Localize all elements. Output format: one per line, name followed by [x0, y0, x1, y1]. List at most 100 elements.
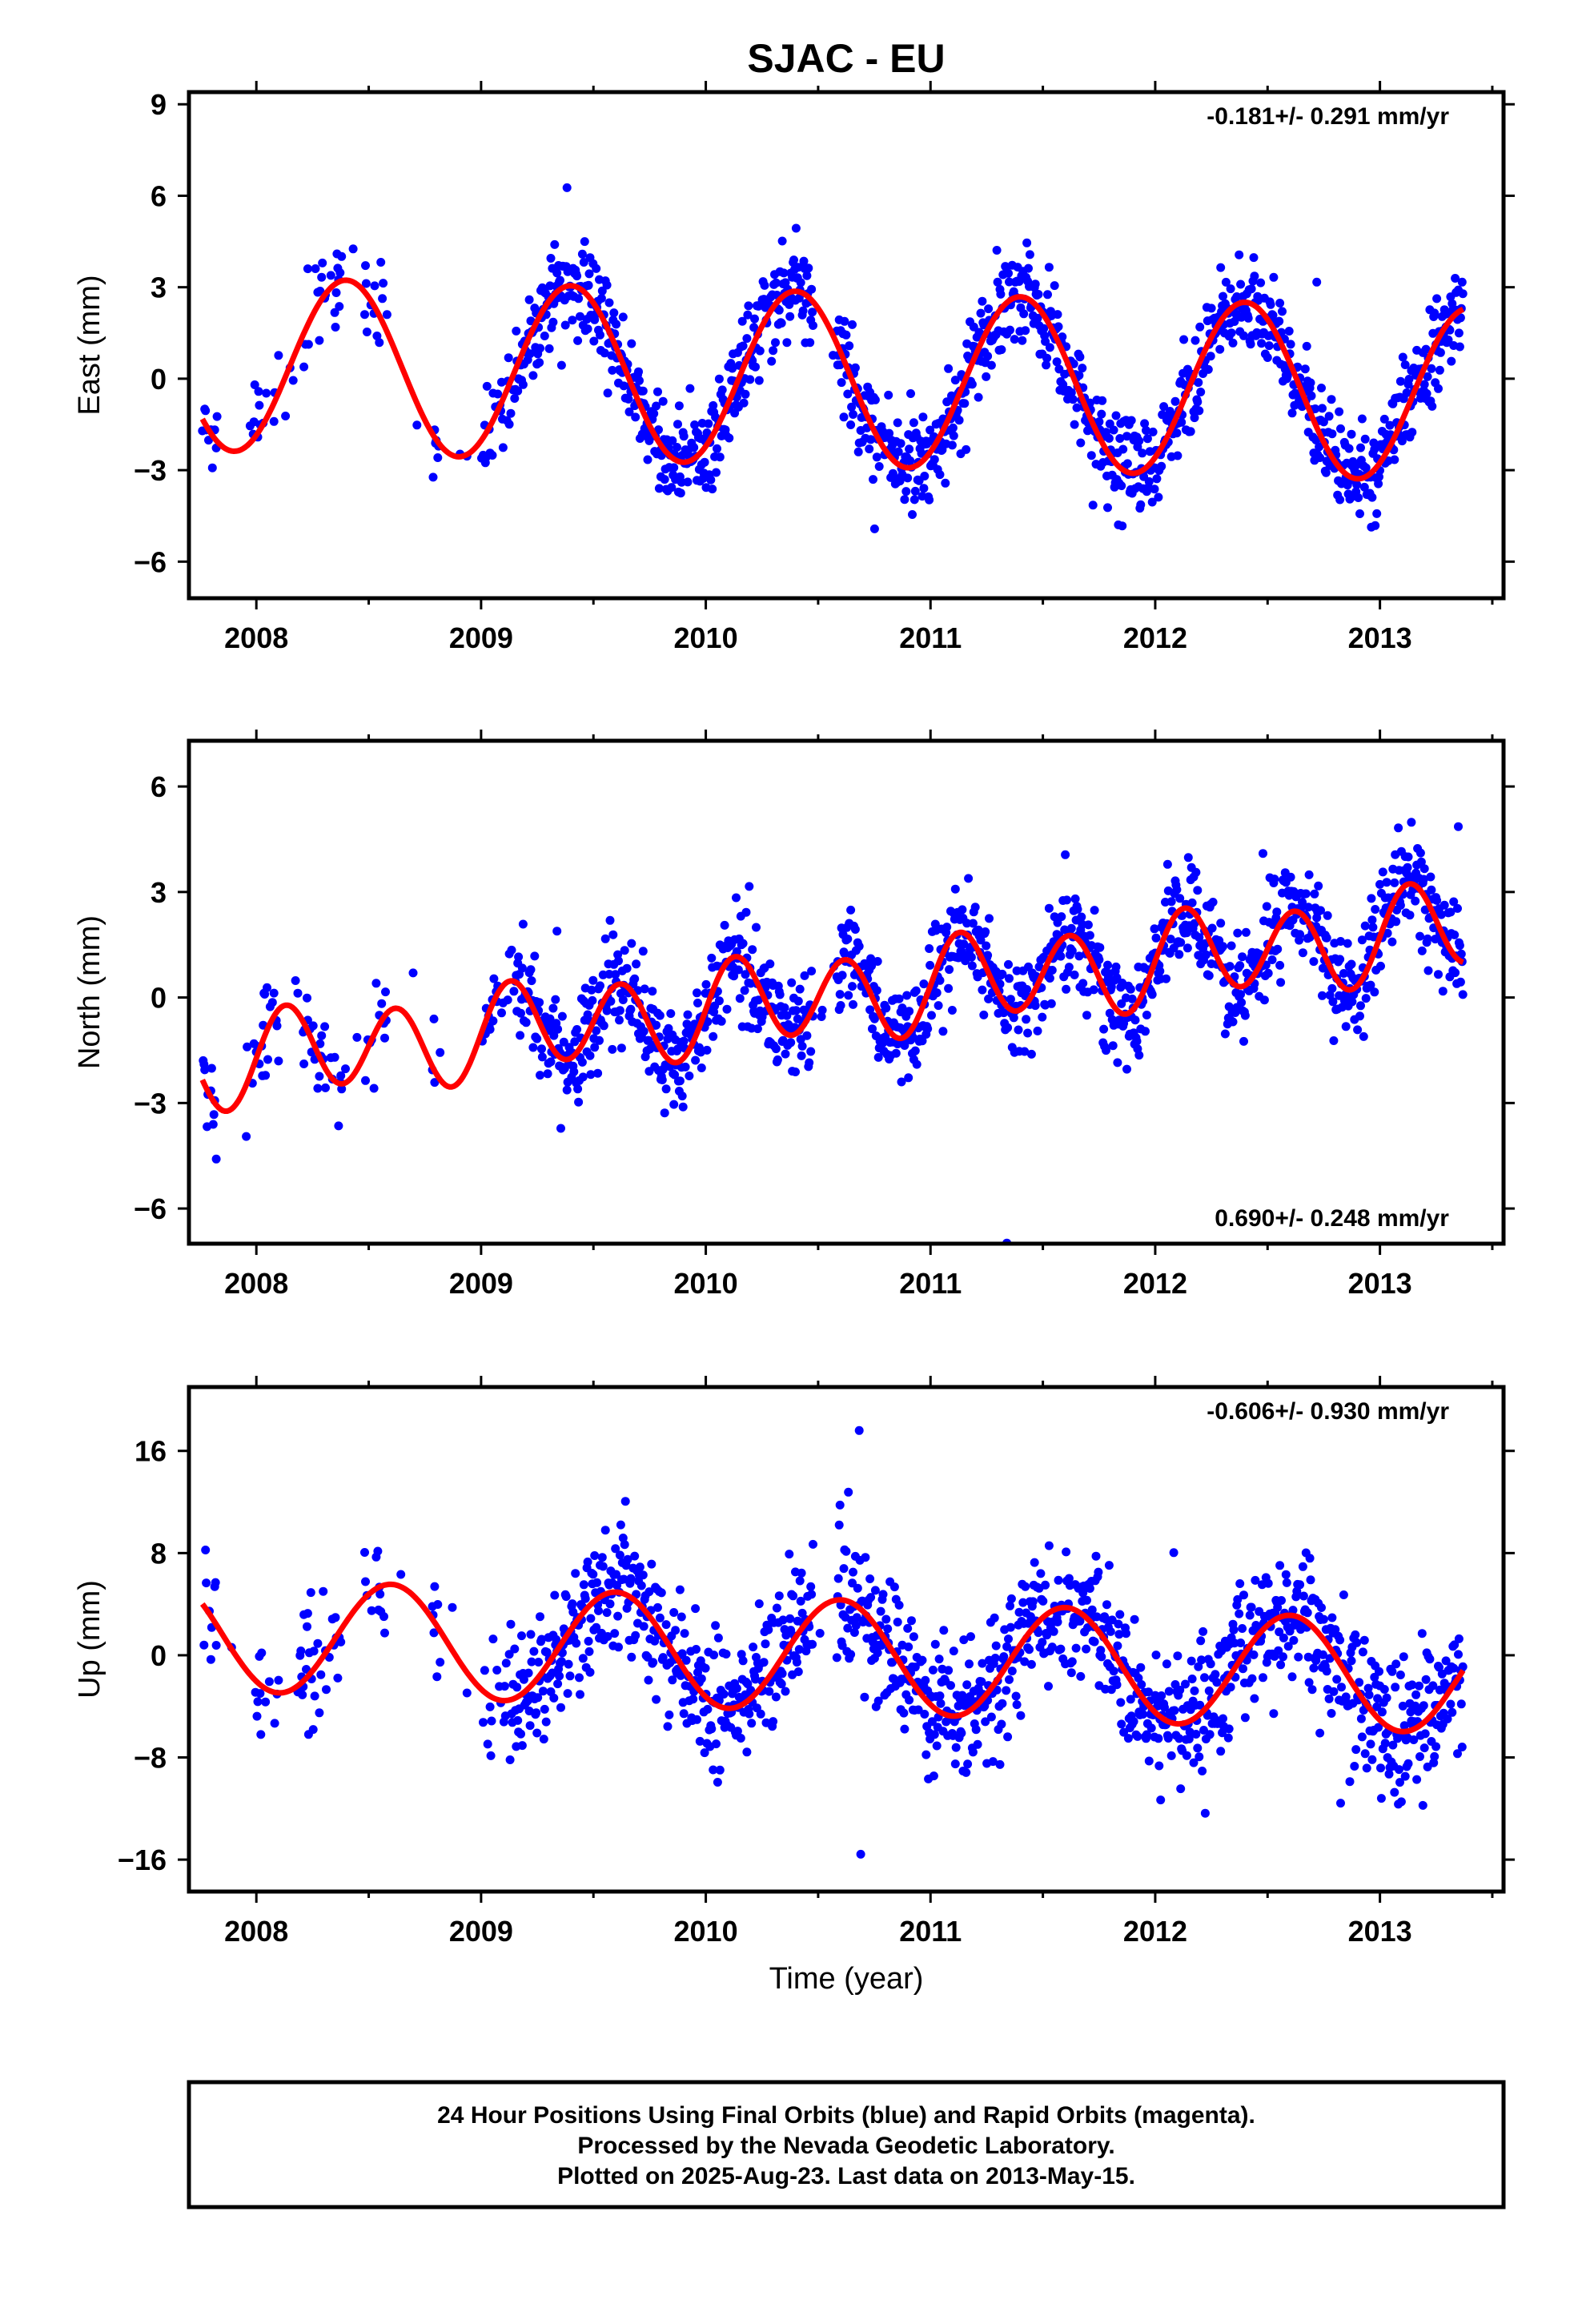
data-point	[834, 1520, 844, 1530]
data-point	[675, 1076, 685, 1086]
data-point	[1148, 427, 1158, 436]
data-point	[1277, 1596, 1286, 1605]
data-point	[572, 271, 582, 281]
data-point	[685, 384, 695, 393]
data-point	[647, 1559, 656, 1569]
data-point	[1307, 391, 1316, 400]
data-point	[580, 237, 589, 247]
data-point	[1417, 1629, 1427, 1638]
data-point	[649, 409, 659, 418]
data-point	[693, 988, 701, 998]
data-point	[1359, 1031, 1368, 1041]
up-panel: 2008 2009 2010 2011 2012 2013 −16 −8 0 8 16 Up (mm)…	[73, 1376, 1515, 1948]
data-point	[1151, 933, 1161, 943]
data-point	[255, 1689, 265, 1699]
data-point	[335, 302, 344, 312]
x-tick-label-2012: 2012	[1123, 1267, 1187, 1300]
data-point	[740, 986, 749, 995]
data-point	[596, 330, 604, 340]
data-point	[1006, 1622, 1015, 1632]
data-point	[982, 941, 991, 951]
data-point	[909, 495, 919, 505]
data-point	[315, 336, 324, 345]
data-point	[741, 389, 750, 399]
data-point	[506, 408, 516, 418]
data-point	[1220, 1029, 1230, 1039]
data-point	[485, 1024, 495, 1034]
data-point	[602, 280, 612, 290]
data-point	[1361, 463, 1371, 472]
data-point	[552, 1634, 561, 1644]
data-point	[310, 1691, 319, 1701]
data-point	[1251, 1575, 1260, 1585]
data-point	[1144, 1756, 1154, 1766]
data-point	[866, 954, 876, 963]
data-point	[556, 1703, 565, 1712]
data-point	[1359, 482, 1369, 492]
data-point	[586, 1070, 596, 1080]
data-point	[1435, 365, 1444, 375]
data-point	[930, 1730, 939, 1739]
y-tick-label--3: −3	[134, 1087, 167, 1120]
data-point	[618, 1534, 628, 1542]
data-point	[777, 236, 787, 246]
data-point	[1009, 1013, 1018, 1023]
data-point	[1049, 1626, 1058, 1636]
data-point	[1111, 962, 1121, 971]
data-point	[807, 284, 817, 294]
data-point	[997, 345, 1006, 355]
data-point	[565, 1671, 575, 1681]
data-point	[380, 1033, 389, 1043]
data-point	[1082, 1011, 1091, 1020]
data-point	[1298, 898, 1307, 907]
data-point	[274, 351, 283, 360]
data-point	[1391, 917, 1401, 927]
data-point	[771, 278, 781, 287]
data-point	[1034, 962, 1044, 971]
data-point	[777, 1669, 787, 1679]
data-point	[1315, 453, 1325, 462]
data-point	[540, 1704, 549, 1714]
data-point	[869, 1014, 879, 1023]
data-point	[1454, 328, 1464, 338]
data-point	[709, 1765, 718, 1775]
data-point	[1304, 870, 1314, 879]
data-point	[1233, 1594, 1243, 1604]
data-point	[1229, 1625, 1239, 1634]
data-point	[681, 1062, 690, 1072]
data-point	[373, 1546, 383, 1556]
data-point	[504, 420, 514, 429]
data-point	[1273, 944, 1283, 954]
data-point	[634, 367, 643, 376]
data-point	[1421, 1675, 1431, 1684]
data-point	[1061, 850, 1070, 859]
data-point	[967, 961, 977, 971]
data-point	[303, 1622, 311, 1631]
data-point	[1407, 428, 1417, 437]
data-point	[1275, 960, 1285, 970]
data-point	[960, 399, 970, 408]
data-point	[1419, 1743, 1429, 1753]
data-point	[486, 1751, 496, 1760]
data-point	[1182, 1751, 1191, 1760]
data-point	[939, 1626, 949, 1635]
data-point	[1133, 1731, 1142, 1741]
data-point	[262, 388, 271, 398]
data-point	[1196, 388, 1206, 396]
data-point	[1232, 292, 1242, 301]
x-tick-label-2008: 2008	[224, 621, 288, 654]
data-point	[317, 272, 327, 282]
data-point	[551, 995, 560, 1004]
data-point	[1407, 818, 1416, 827]
data-point	[785, 1550, 794, 1559]
data-point	[1350, 1762, 1359, 1771]
data-point	[1076, 1671, 1086, 1681]
data-point	[1388, 1740, 1398, 1750]
data-point	[774, 1591, 784, 1601]
data-point	[728, 364, 737, 373]
data-point	[396, 1570, 406, 1579]
y-axis-label: Up (mm)	[73, 1580, 106, 1699]
data-point	[562, 183, 572, 192]
data-point	[950, 376, 960, 385]
